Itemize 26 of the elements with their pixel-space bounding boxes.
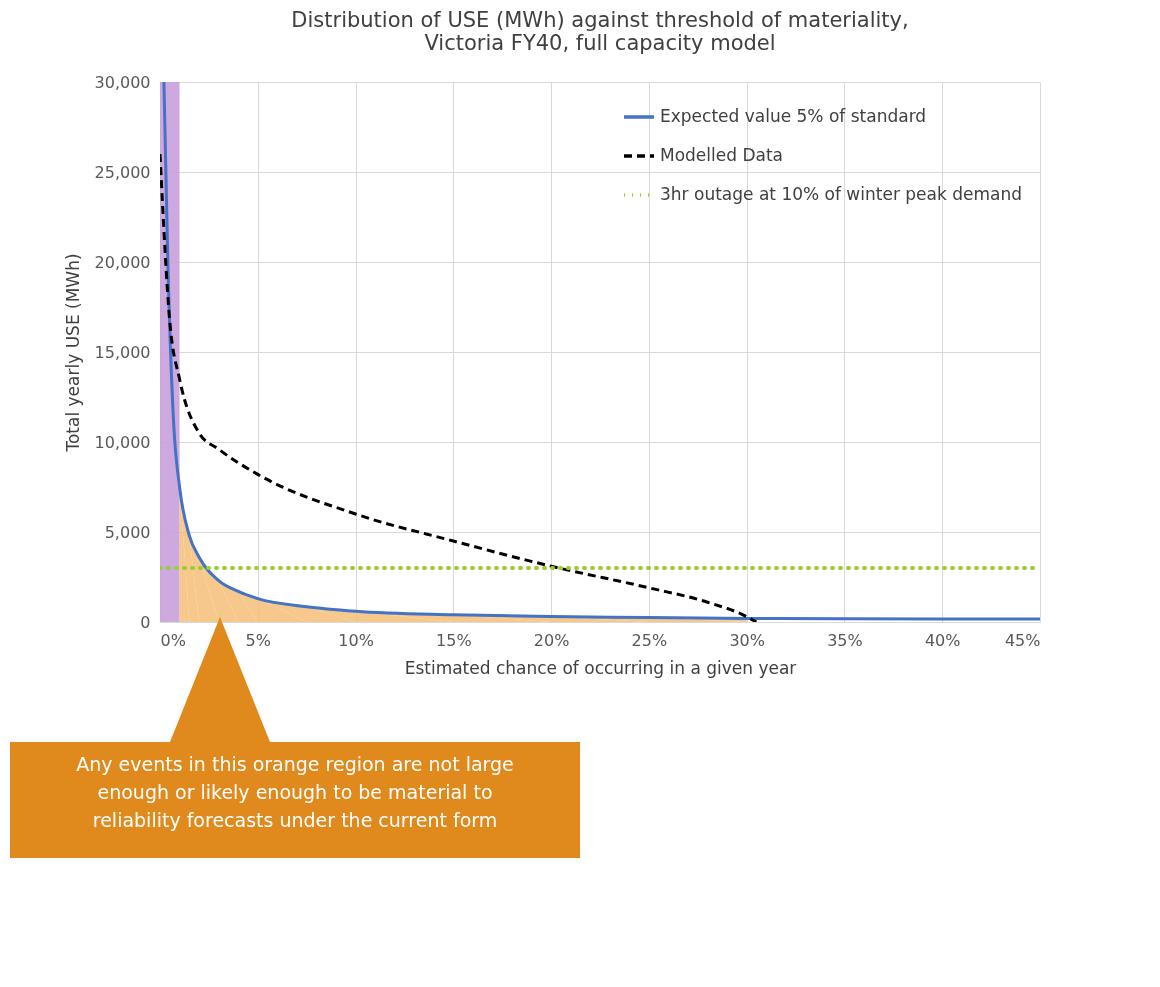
x-axis-title: Estimated chance of occurring in a given year xyxy=(404,657,797,678)
text: Any events in this orange region are not large enough or likely enough to be material to reliability forecasts under the current form xyxy=(76,753,514,831)
x-tick-label: 10% xyxy=(338,630,374,650)
y-tick-label: 0 xyxy=(140,612,151,632)
x-tick-label: 30% xyxy=(729,630,765,650)
x-tick-label: 35% xyxy=(827,630,863,650)
x-tick-label: 5% xyxy=(245,630,271,650)
line-series xyxy=(162,82,1040,621)
x-tick-label: 15% xyxy=(436,630,472,650)
text: Victoria FY40, full capacity model xyxy=(424,31,776,55)
y-tick-label: 15,000 xyxy=(94,342,151,362)
legend-label: Expected value 5% of standard xyxy=(660,106,927,126)
text: Distribution of USE (MWh) against threshold of materiality, xyxy=(291,8,909,32)
y-tick-label: 20,000 xyxy=(94,252,151,272)
x-tick-label: 0% xyxy=(160,630,186,650)
y-axis-title: Total yearly USE (MWh) xyxy=(62,253,83,453)
legend-label: 3hr outage at 10% of winter peak demand xyxy=(660,184,1022,204)
y-tick-label: 30,000 xyxy=(94,72,151,92)
x-tick-label: 45% xyxy=(1004,630,1041,650)
x-tick-label: 20% xyxy=(533,630,570,650)
x-tick-label: 40% xyxy=(924,630,961,650)
y-tick-label: 10,000 xyxy=(94,432,151,452)
legend-label: Modelled Data xyxy=(660,145,784,165)
x-tick-label: 25% xyxy=(631,630,668,650)
y-tick-label: 5,000 xyxy=(104,522,151,542)
y-tick-label: 25,000 xyxy=(94,162,151,182)
